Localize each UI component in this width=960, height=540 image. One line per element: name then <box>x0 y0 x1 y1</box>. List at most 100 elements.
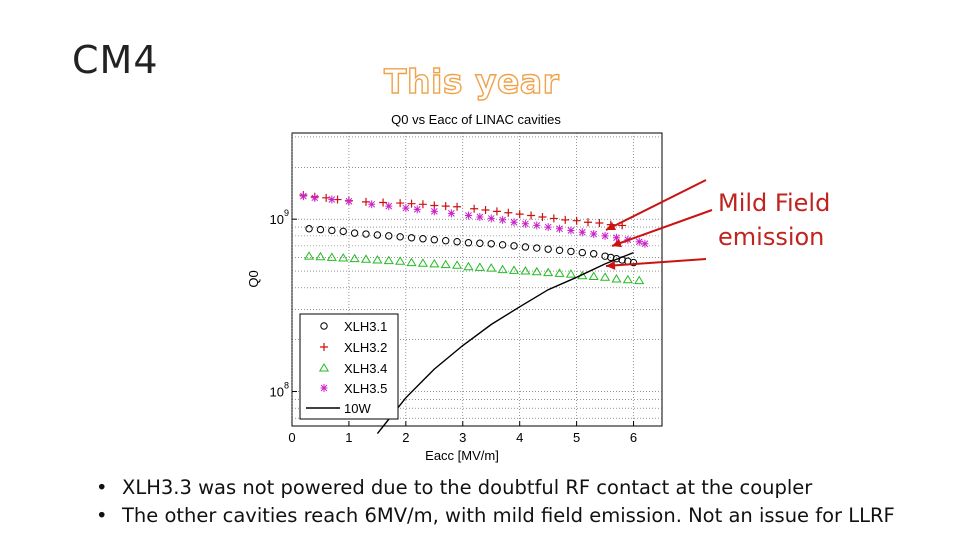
data-point-xlh32 <box>549 214 558 223</box>
annotation-arrow-head <box>606 260 616 270</box>
y-axis-label: Q0 <box>246 270 261 287</box>
data-point-xlh35 <box>635 237 643 246</box>
data-point-xlh31 <box>385 232 393 240</box>
legend-marker-xlh35 <box>320 384 328 392</box>
data-point-xlh31 <box>328 226 336 235</box>
data-point-xlh32 <box>441 202 450 211</box>
data-point-xlh34 <box>440 259 451 269</box>
data-point-xlh34 <box>622 274 633 284</box>
data-point-xlh35 <box>510 218 518 227</box>
data-point-xlh34 <box>372 254 383 264</box>
data-point-xlh34 <box>429 258 440 268</box>
data-point-xlh34 <box>611 273 622 283</box>
data-point-xlh35 <box>464 211 472 220</box>
section-title: This year <box>383 61 560 101</box>
x-tick-label: 6 <box>630 430 637 445</box>
data-point-xlh32 <box>396 199 405 208</box>
x-axis-label: Eacc [MV/m] <box>425 448 499 463</box>
data-point-xlh34 <box>531 266 542 276</box>
data-point-xlh34 <box>543 267 554 277</box>
legend-marker-xlh31 <box>320 322 328 330</box>
data-point-xlh34 <box>520 266 531 275</box>
data-point-xlh35 <box>556 224 564 233</box>
data-point-xlh32 <box>538 212 547 221</box>
data-point-xlh35 <box>544 223 552 232</box>
data-point-xlh35 <box>413 205 421 214</box>
data-point-xlh34 <box>406 257 417 267</box>
data-point-xlh35 <box>476 212 484 221</box>
x-tick-label: 4 <box>516 430 523 445</box>
data-point-xlh35 <box>567 226 575 235</box>
data-point-xlh31 <box>305 225 313 233</box>
data-point-xlh35 <box>311 193 319 202</box>
data-point-xlh32 <box>504 208 513 217</box>
legend-label-xlh34: XLH3.4 <box>344 361 387 376</box>
data-point-xlh35 <box>521 219 529 228</box>
data-point-xlh34 <box>463 261 474 271</box>
data-point-xlh31 <box>578 248 587 257</box>
data-point-xlh32 <box>515 210 524 219</box>
data-point-xlh35 <box>368 200 376 209</box>
data-marks <box>299 191 649 435</box>
data-point-xlh34 <box>417 258 429 267</box>
data-point-xlh31 <box>498 241 507 249</box>
grid <box>291 133 662 426</box>
data-point-xlh35 <box>402 204 410 213</box>
legend-label-xlh31: XLH3.1 <box>344 319 387 334</box>
x-tick-label: 2 <box>402 430 409 445</box>
bullet-text: The other cavities reach 6MV/m, with mil… <box>122 504 895 527</box>
data-point-xlh31 <box>396 233 404 241</box>
data-point-xlh34 <box>508 265 520 274</box>
annotation-arrow-head <box>606 221 617 230</box>
y-tick-label: 10 <box>270 212 284 227</box>
y-tick-label: 10 <box>270 385 284 400</box>
data-point-xlh32 <box>561 215 570 224</box>
mild-field-emission-annotation: Mild Field emission <box>718 189 831 251</box>
annotation-arrow <box>605 258 707 267</box>
data-point-xlh32 <box>379 198 388 207</box>
data-point-xlh31 <box>339 227 347 236</box>
data-point-xlh35 <box>578 228 586 237</box>
data-point-xlh34 <box>588 271 599 280</box>
data-point-xlh35 <box>447 209 455 218</box>
bullet-item: • XLH3.3 was not powered due to the doubt… <box>96 474 895 502</box>
y-tick-exponent: 8 <box>284 381 289 391</box>
data-point-xlh31 <box>464 239 473 247</box>
data-point-xlh34 <box>383 255 394 265</box>
data-point-xlh35 <box>328 195 336 204</box>
annotation-arrow <box>611 209 713 247</box>
data-point-xlh34 <box>349 253 360 263</box>
series-line-10w <box>376 251 634 435</box>
data-point-xlh35 <box>487 214 495 223</box>
data-point-xlh32 <box>470 204 479 213</box>
bullet-item: • The other cavities reach 6MV/m, with mi… <box>96 502 895 530</box>
legend-box <box>299 313 399 420</box>
x-tick-label: 0 <box>288 430 295 445</box>
data-point-xlh35 <box>299 192 307 201</box>
data-point-xlh31 <box>316 225 325 234</box>
data-point-xlh34 <box>315 251 326 261</box>
data-point-xlh31 <box>407 234 416 242</box>
data-point-xlh32 <box>492 207 501 216</box>
data-point-xlh34 <box>303 251 315 260</box>
x-tick-label: 5 <box>573 430 580 445</box>
data-point-xlh32 <box>595 219 604 228</box>
data-point-xlh35 <box>612 233 620 242</box>
data-point-xlh32 <box>322 193 331 202</box>
data-point-xlh32 <box>407 199 416 208</box>
data-point-xlh34 <box>554 268 565 277</box>
data-point-xlh31 <box>601 252 609 260</box>
data-point-xlh31 <box>521 243 530 251</box>
data-point-xlh31 <box>607 253 615 262</box>
data-point-xlh35 <box>590 230 598 239</box>
slide-title: CM4 <box>72 38 159 82</box>
data-point-xlh31 <box>430 236 439 244</box>
data-point-xlh31 <box>453 238 461 246</box>
data-point-xlh31 <box>373 231 382 239</box>
data-point-xlh35 <box>533 221 541 230</box>
data-point-xlh35 <box>385 202 393 211</box>
data-point-xlh34 <box>474 262 485 271</box>
chart-title: Q0 vs Eacc of LINAC cavities <box>391 112 561 127</box>
data-point-xlh32 <box>584 218 592 227</box>
